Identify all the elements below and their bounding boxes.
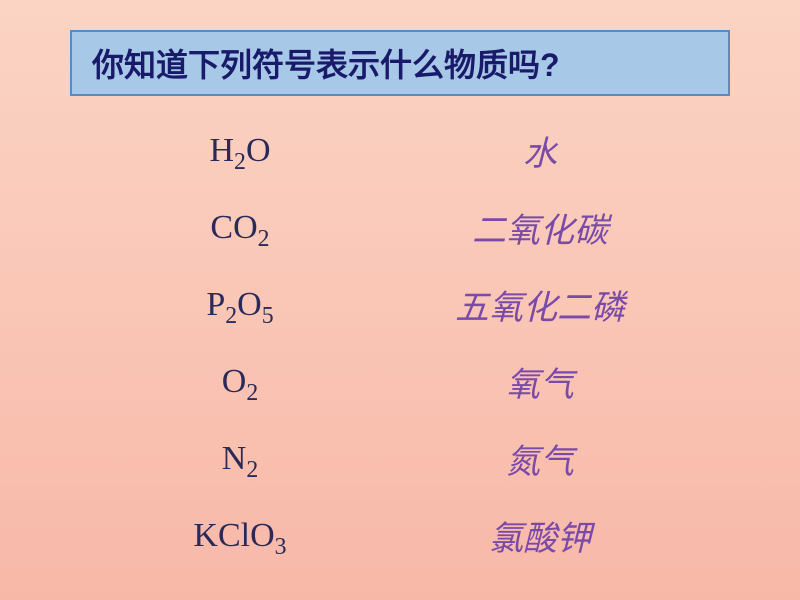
formula-row: N2氮气 (100, 434, 700, 483)
slide-container: 你知道下列符号表示什么物质吗? H2O水CO2二氧化碳P2O5五氧化二磷O2氧气… (0, 0, 800, 600)
substance-name: 氧气 (380, 357, 700, 406)
substance-name: 五氧化二磷 (380, 280, 700, 329)
formula-row: P2O5五氧化二磷 (100, 280, 700, 329)
chemical-formula: CO2 (100, 209, 380, 247)
chemical-formula: H2O (100, 132, 380, 170)
chemical-formula: N2 (100, 440, 380, 478)
chemical-formula: P2O5 (100, 286, 380, 324)
title-bar: 你知道下列符号表示什么物质吗? (70, 30, 730, 96)
formula-row: H2O水 (100, 126, 700, 175)
formula-row: O2氧气 (100, 357, 700, 406)
formula-row: KClO3氯酸钾 (100, 511, 700, 560)
content-area: H2O水CO2二氧化碳P2O5五氧化二磷O2氧气N2氮气KClO3氯酸钾 (60, 126, 740, 560)
chemical-formula: O2 (100, 363, 380, 401)
substance-name: 氮气 (380, 434, 700, 483)
chemical-formula: KClO3 (100, 517, 380, 555)
substance-name: 氯酸钾 (380, 511, 700, 560)
formula-row: CO2二氧化碳 (100, 203, 700, 252)
substance-name: 水 (380, 126, 700, 175)
substance-name: 二氧化碳 (380, 203, 700, 252)
title-text: 你知道下列符号表示什么物质吗? (92, 47, 560, 83)
